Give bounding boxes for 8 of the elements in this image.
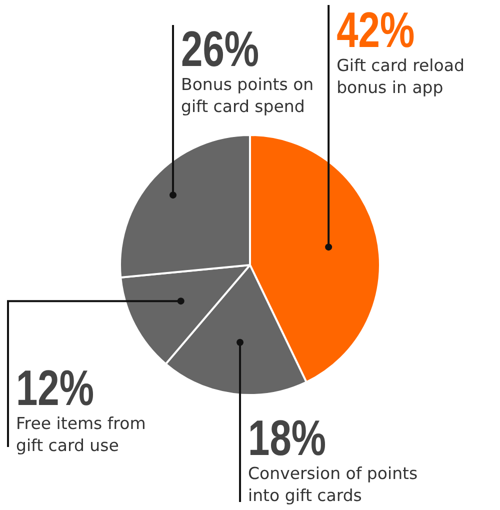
data-label: 18% <box>248 409 326 466</box>
data-label: 42% <box>336 1 415 58</box>
slice-label: Conversion of points into gift cards <box>248 464 418 505</box>
data-label: 26% <box>181 20 260 78</box>
slice-label: Gift card reload bonus in app <box>336 56 464 97</box>
data-label: 12% <box>16 359 94 416</box>
slice-label: Free items from gift card use <box>16 414 146 455</box>
slice-label: Bonus points on gift card spend <box>181 75 314 116</box>
